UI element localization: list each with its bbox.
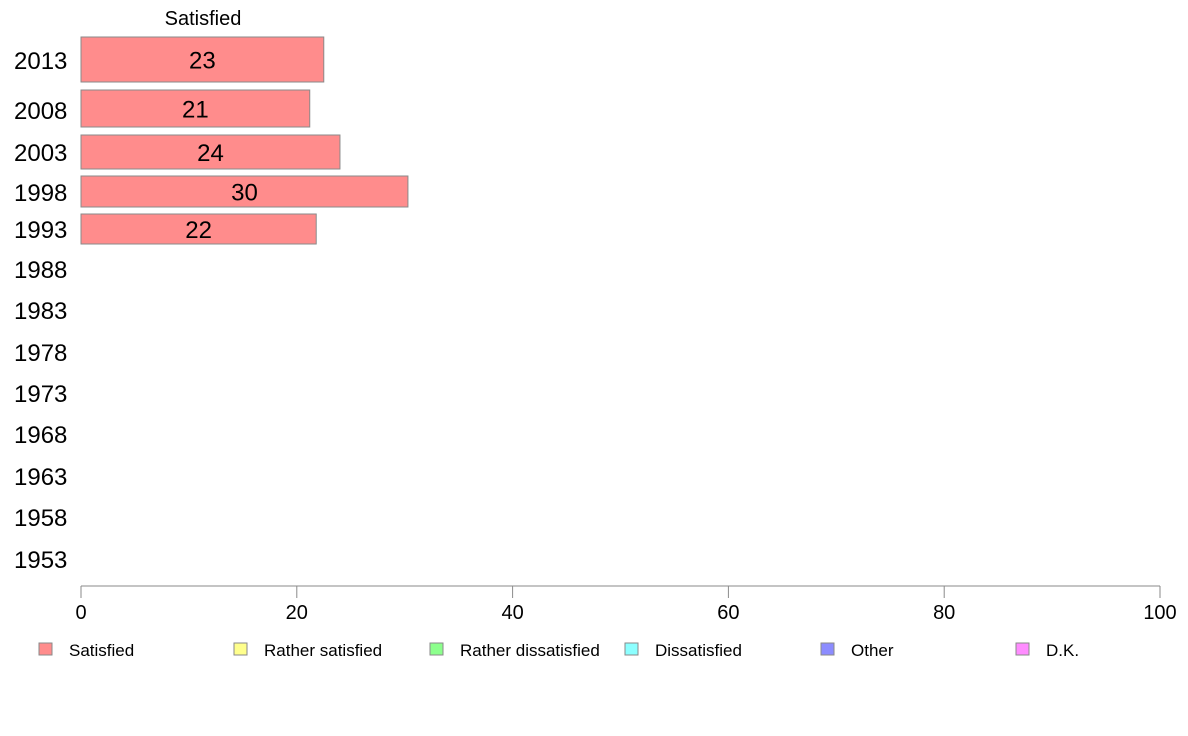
value-labels: 23 21 24 30 22 [182, 48, 258, 245]
bar-2013 [80, 36, 325, 83]
value-label-1998: 30 [231, 180, 258, 207]
value-label-2013: 23 [189, 48, 216, 75]
legend-label: Rather satisfied [264, 641, 382, 660]
value-label-1993: 22 [185, 217, 212, 244]
x-tick-label: 20 [286, 602, 308, 624]
category-label: 1993 [14, 217, 67, 244]
category-label: 1998 [14, 180, 67, 207]
legend-swatch [1015, 642, 1030, 656]
category-label: 1968 [14, 422, 67, 449]
category-label: 1973 [14, 381, 67, 408]
legend-swatch [38, 642, 53, 656]
category-label: 2008 [14, 98, 67, 125]
legend-label: Rather dissatisfied [460, 641, 600, 660]
legend-label: D.K. [1046, 641, 1079, 660]
legend-label: Satisfied [69, 641, 134, 660]
category-label: 2003 [14, 140, 67, 167]
legend-swatch [820, 642, 835, 656]
category-label: 1983 [14, 298, 67, 325]
category-label: 1963 [14, 464, 67, 491]
x-axis: 0 20 40 60 80 100 [75, 585, 1177, 624]
legend-label: Other [851, 641, 894, 660]
bar-2003 [80, 134, 341, 170]
category-label: 1988 [14, 257, 67, 284]
bar-1998 [80, 175, 409, 208]
bars [80, 36, 409, 245]
value-label-2003: 24 [197, 140, 224, 167]
legend-swatch [429, 642, 444, 656]
value-label-2008: 21 [182, 97, 209, 124]
legend-swatch [624, 642, 639, 656]
legend-swatch [233, 642, 248, 656]
category-label: 1978 [14, 340, 67, 367]
category-label: 2013 [14, 48, 67, 75]
category-label: 1953 [14, 547, 67, 574]
bar-1993 [80, 213, 317, 245]
x-tick-label: 60 [717, 602, 739, 624]
category-labels: 2013 2008 2003 1998 1993 1988 1983 1978 1973 1968… [14, 48, 67, 574]
x-tick-label: 80 [933, 602, 955, 624]
legend-label: Dissatisfied [655, 641, 742, 660]
x-tick-label: 40 [501, 602, 523, 624]
category-label: 1958 [14, 505, 67, 532]
x-tick-label: 100 [1143, 602, 1176, 624]
legend: Satisfied Rather satisfied Rather dissatis… [38, 641, 1079, 660]
series-header: Satisfied [165, 8, 242, 30]
x-tick-label: 0 [75, 602, 86, 624]
bar-2008 [80, 89, 311, 128]
